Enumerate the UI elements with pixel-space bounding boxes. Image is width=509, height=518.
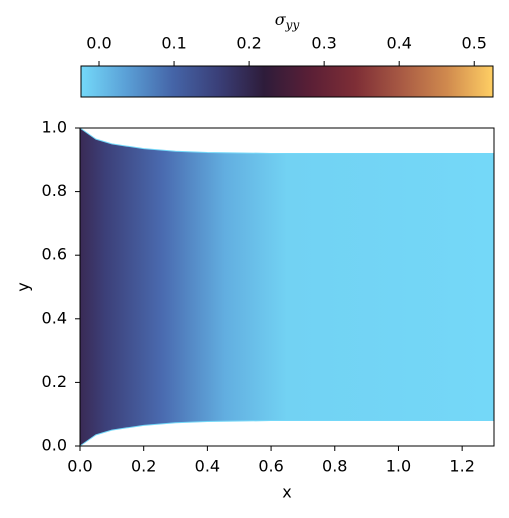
x-tick-label: 0.6 (258, 457, 283, 476)
colorbar-tick-label: 0.5 (462, 34, 487, 53)
x-tick-label: 0.4 (195, 457, 220, 476)
domain-boundary (79, 420, 494, 447)
colorbar-tick-label: 0.4 (386, 34, 411, 53)
x-axis-label: x (282, 483, 291, 502)
colorbar-tick-label: 0.1 (161, 34, 186, 53)
x-tick-label: 1.0 (386, 457, 411, 476)
plot-frame (79, 127, 495, 447)
y-tick-label: 0.2 (42, 372, 67, 391)
y-tick-label: 1.0 (42, 118, 67, 137)
x-tick-label: 1.2 (449, 457, 474, 476)
y-tick-label: 0.6 (42, 245, 67, 264)
colorbar-label: σyy (275, 10, 300, 32)
colorbar-tick-label: 0.2 (236, 34, 261, 53)
x-tick-label: 0.8 (322, 457, 347, 476)
y-tick-label: 0.8 (42, 181, 67, 200)
y-axis-label: y (14, 282, 33, 291)
stress-field (80, 128, 494, 446)
domain-boundary (79, 127, 494, 154)
colorbar-tick-label: 0.3 (311, 34, 336, 53)
y-tick-label: 0.0 (42, 436, 67, 455)
y-tick-label: 0.4 (42, 308, 67, 327)
x-tick-label: 0.2 (131, 457, 156, 476)
colorbar (80, 65, 494, 98)
x-tick-label: 0.0 (67, 457, 92, 476)
colorbar-tick-label: 0.0 (86, 34, 111, 53)
